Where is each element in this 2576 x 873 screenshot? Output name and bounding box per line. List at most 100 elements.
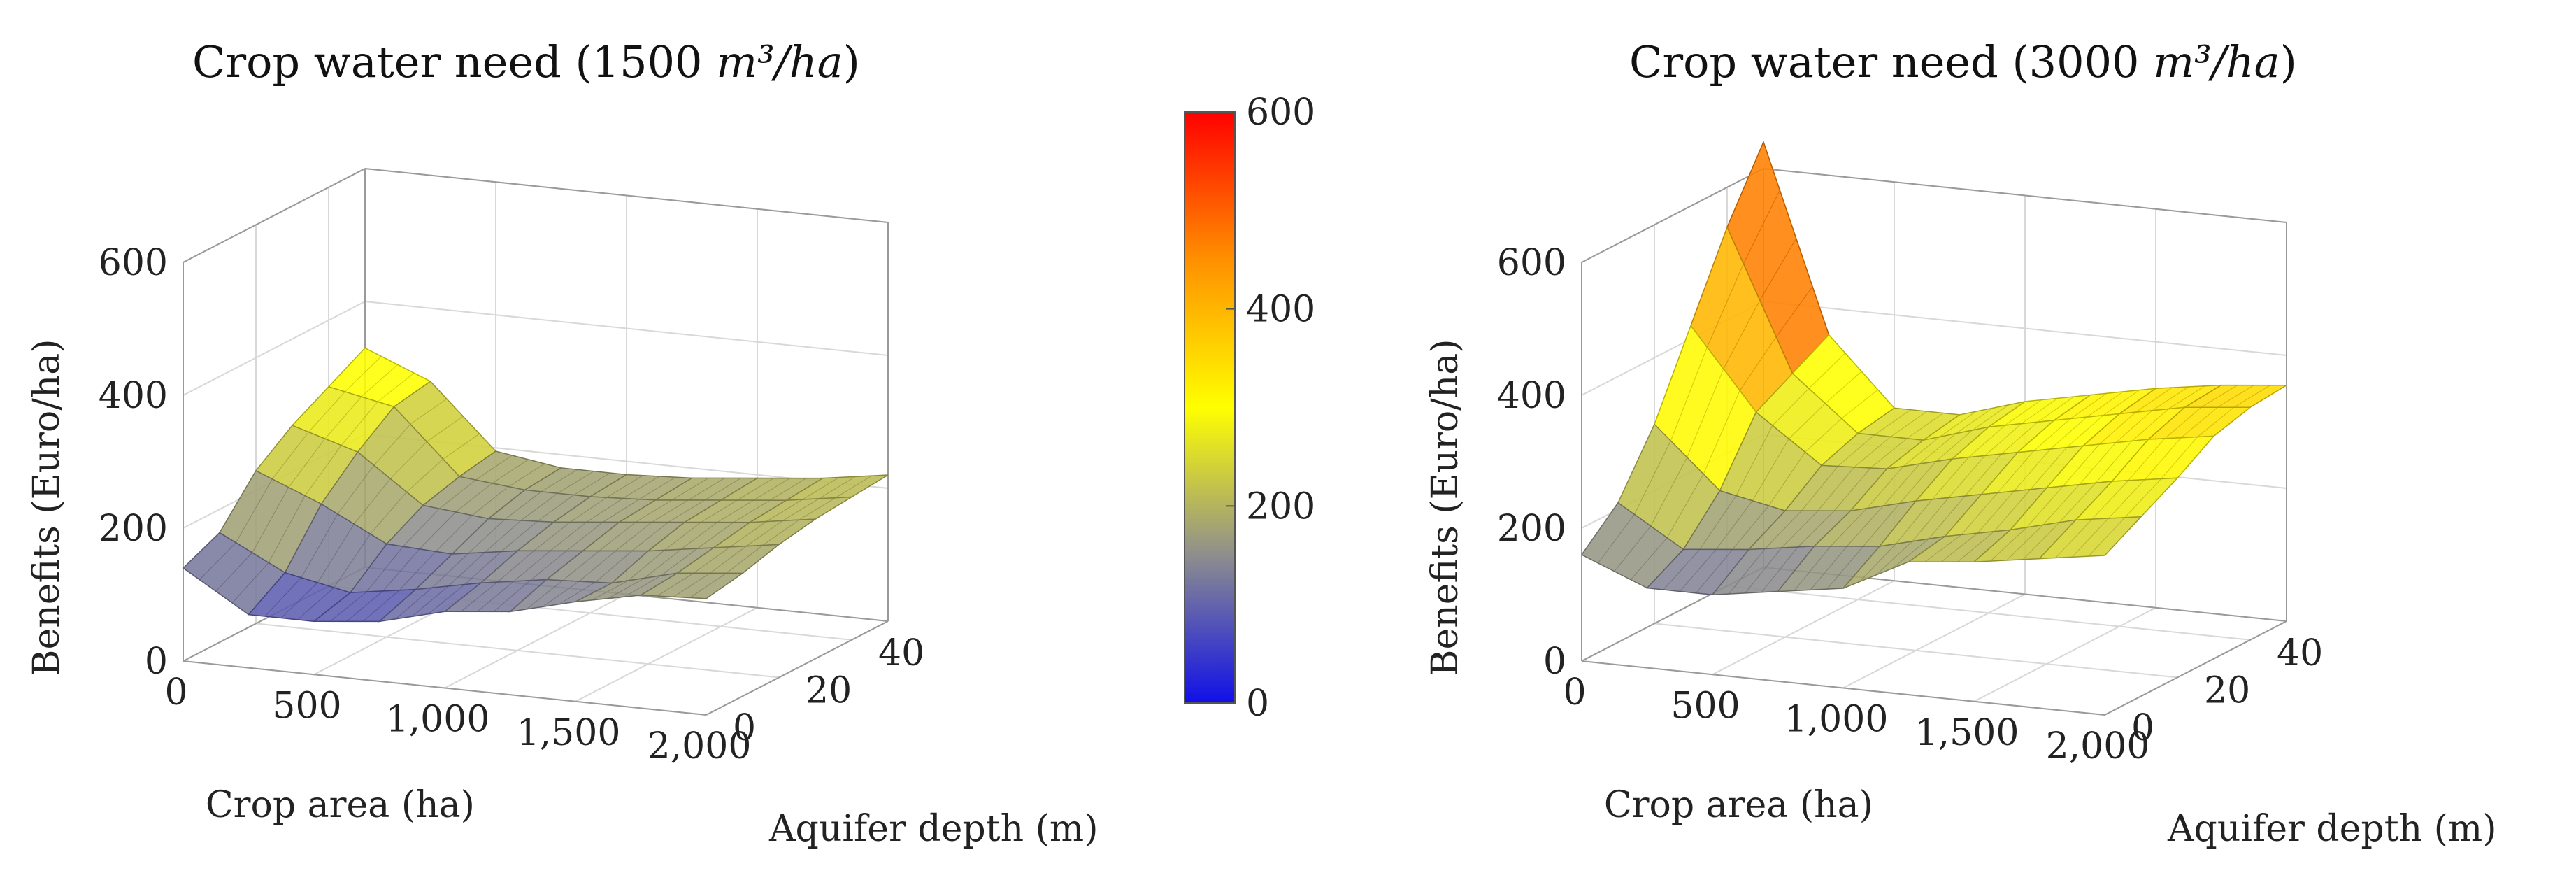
grid-line: [575, 606, 758, 702]
mesh-line: [1728, 548, 1766, 595]
mesh-line: [471, 486, 509, 516]
mesh-line: [1866, 466, 1904, 509]
mesh-line: [2070, 392, 2108, 419]
mesh-line: [2049, 416, 2087, 450]
mesh-line: [745, 520, 783, 547]
mesh-line: [729, 521, 767, 548]
mesh-line: [1990, 527, 2027, 562]
mesh-line: [726, 545, 763, 574]
mesh-line: [1906, 413, 1944, 439]
mesh-line: [362, 590, 400, 622]
mesh-line: [346, 590, 384, 622]
mesh-line: [1882, 463, 1920, 506]
x-tick-label: 0: [1563, 672, 1586, 714]
grid-line: [1763, 301, 2287, 356]
mesh-line: [689, 573, 727, 598]
mesh-line: [1912, 497, 1949, 542]
mesh-line: [1752, 439, 1789, 502]
mesh-line: [717, 499, 754, 523]
x-axis-label: Crop area (ha): [1604, 784, 1873, 826]
mesh-line: [497, 551, 534, 583]
mesh-line: [345, 356, 382, 392]
mesh-line: [1972, 404, 2009, 431]
mesh-line: [762, 519, 799, 546]
mesh-line: [1854, 436, 1891, 468]
mesh-line: [1870, 438, 1908, 469]
mesh-line: [660, 548, 698, 576]
mesh-line: [1859, 544, 1896, 582]
mesh-line: [644, 548, 682, 579]
chart-title-left: Crop water need (1500 m³/ha): [192, 36, 860, 87]
mesh-line: [542, 581, 580, 607]
y-tick-label: 40: [878, 632, 924, 674]
mesh-line: [595, 551, 632, 583]
mesh-line: [2233, 385, 2270, 408]
mesh-line: [1739, 336, 1777, 391]
mesh-line: [664, 522, 701, 551]
mesh-line: [341, 401, 378, 446]
mesh-line: [606, 475, 643, 498]
box-edge: [183, 168, 366, 263]
mesh-line: [1826, 546, 1864, 590]
mesh-line: [2026, 485, 2063, 528]
z-tick-label: 400: [99, 375, 168, 417]
mesh-line: [1723, 300, 1761, 369]
mesh-line: [1948, 455, 1986, 498]
y-axis-label: Aquifer depth (m): [2167, 808, 2497, 850]
mesh-line: [468, 519, 506, 554]
mesh-line: [687, 478, 725, 501]
mesh-line: [2180, 406, 2218, 439]
mesh-line: [484, 520, 522, 553]
mesh-line: [624, 575, 661, 597]
mesh-line: [799, 497, 836, 520]
mesh-line: [1928, 495, 1966, 539]
mesh-line: [1931, 457, 1969, 500]
mesh-line: [1715, 500, 1753, 550]
mesh-line: [215, 552, 253, 592]
mesh-line: [297, 587, 334, 620]
y-tick-label: 0: [2131, 707, 2154, 749]
mesh-line: [2099, 411, 2136, 445]
mesh-line: [1781, 510, 1819, 548]
mesh-line: [573, 472, 610, 496]
chart-title-right: Crop water need (3000 m³/ha): [1629, 36, 2297, 87]
mesh-line: [1919, 433, 1956, 464]
box-edge: [1763, 168, 2287, 223]
mesh-line: [382, 548, 420, 592]
mesh-line: [559, 581, 596, 605]
grid-line: [1726, 585, 2251, 641]
mesh-line: [1775, 286, 1813, 337]
grid-line: [183, 301, 366, 396]
z-tick-label: 0: [1543, 641, 1566, 683]
mesh-line: [696, 522, 734, 549]
mesh-line: [1794, 546, 1831, 591]
mesh-line: [426, 416, 464, 442]
mesh-line: [475, 455, 513, 481]
mesh-line: [492, 459, 529, 484]
mesh-line: [635, 499, 673, 523]
mesh-line: [1824, 371, 1862, 404]
mesh-line: [1808, 353, 1846, 389]
x-tick-label: 1,500: [1915, 712, 2019, 754]
mesh-line: [1924, 534, 1962, 562]
mesh-line: [1630, 537, 1668, 581]
mesh-line: [1706, 263, 1744, 348]
mesh-line: [419, 511, 457, 550]
grid-line: [444, 593, 627, 689]
x-axis-label: Crop area (ha): [206, 784, 475, 826]
mesh-line: [1833, 467, 1871, 511]
mesh-line: [1830, 508, 1868, 547]
mesh-line: [403, 508, 440, 547]
mesh-line: [615, 522, 652, 551]
mesh-line: [541, 469, 578, 492]
mesh-line: [586, 498, 624, 523]
mesh-line: [766, 499, 803, 522]
mesh-line: [631, 522, 668, 552]
mesh-line: [592, 580, 629, 601]
mesh-line: [562, 551, 600, 581]
mesh-line: [638, 476, 676, 500]
y-axis-label: Aquifer depth (m): [768, 808, 1099, 850]
